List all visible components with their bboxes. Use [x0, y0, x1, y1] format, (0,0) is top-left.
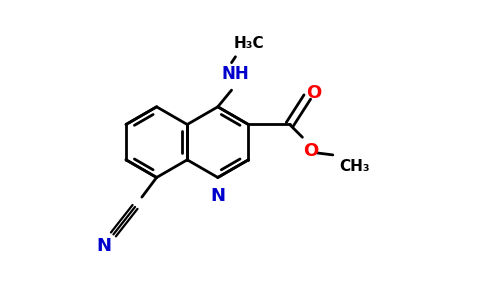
Text: H₃C: H₃C	[234, 35, 265, 50]
Text: N: N	[96, 237, 111, 255]
Text: CH₃: CH₃	[339, 159, 370, 174]
Text: N: N	[211, 187, 226, 205]
Text: O: O	[303, 142, 319, 160]
Text: O: O	[306, 84, 322, 102]
Text: NH: NH	[222, 65, 249, 83]
